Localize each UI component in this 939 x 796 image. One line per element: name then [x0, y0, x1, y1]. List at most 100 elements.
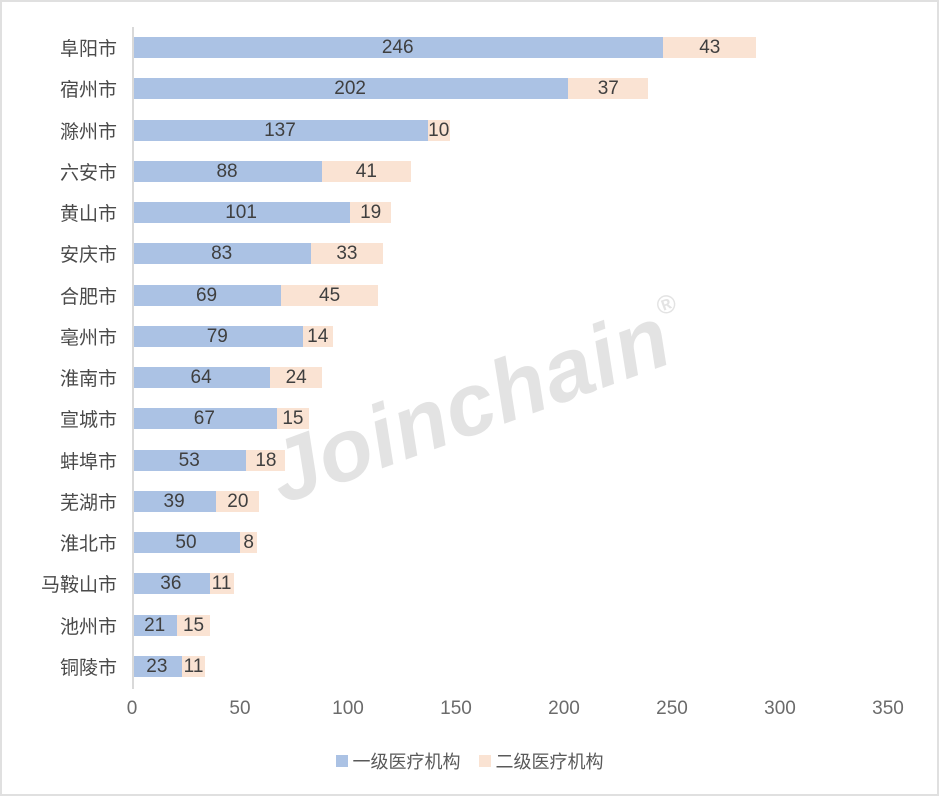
bar-row: 铜陵市 23 11	[2, 646, 892, 687]
bar-track: 83 33	[132, 243, 888, 265]
bar-value-label: 64	[190, 367, 212, 389]
bar-value-label: 50	[175, 532, 197, 554]
x-axis: 0 50 100 150 200 250 300 350	[127, 698, 904, 722]
bar-segment-level1: 69	[132, 284, 282, 306]
bar-row: 马鞍山市 36 11	[2, 563, 892, 604]
category-label: 蚌埠市	[59, 451, 117, 473]
bar-chart-plot-area: 阜阳市 246 43 宿州市 202 37 滁州市 137 10 六安市 88 41 黄山市 101 19 安…	[2, 27, 892, 687]
bar-segment-level1: 67	[132, 408, 277, 430]
bar-value-label: 21	[144, 614, 166, 636]
bar-track: 21 15	[132, 614, 888, 636]
bar-value-label: 69	[195, 284, 218, 306]
bar-segment-level2: 14	[302, 325, 333, 347]
category-label: 池州市	[59, 616, 117, 638]
bar-value-label: 202	[334, 78, 366, 100]
bar-track: 36 11	[132, 573, 888, 595]
bar-segment-level1: 50	[132, 532, 240, 554]
bar-value-label: 246	[381, 37, 414, 59]
bar-row: 合肥市 69 45	[2, 275, 892, 316]
bar-value-label: 41	[355, 160, 377, 182]
x-axis-tick-label: 250	[656, 698, 688, 719]
category-label: 芜湖市	[59, 492, 117, 514]
bar-segment-level1: 101	[132, 202, 351, 224]
bar-value-label: 67	[193, 408, 215, 430]
legend-item: 一级医疗机构	[335, 748, 461, 774]
legend-item: 二级医疗机构	[478, 748, 604, 774]
bar-value-label: 10	[428, 119, 450, 141]
bar-value-label: 53	[178, 449, 200, 471]
bar-track: 64 24	[132, 367, 888, 389]
bar-segment-level2: 20	[216, 490, 260, 512]
bar-value-label: 11	[211, 573, 232, 595]
category-label: 铜陵市	[59, 657, 117, 679]
bar-track: 88 41	[132, 160, 888, 182]
bar-segment-level2: 15	[177, 614, 210, 636]
category-label: 黄山市	[59, 204, 117, 226]
bar-track: 67 15	[132, 408, 888, 430]
category-label: 滁州市	[59, 121, 117, 143]
category-label: 阜阳市	[59, 39, 117, 61]
bar-row: 蚌埠市 53 18	[2, 440, 892, 481]
bar-value-label: 19	[360, 202, 382, 224]
legend: 一级医疗机构 二级医疗机构	[2, 748, 937, 774]
bar-segment-level1: 23	[132, 655, 182, 677]
bar-value-label: 137	[264, 119, 296, 141]
bar-segment-level1: 246	[132, 37, 664, 59]
bar-row: 六安市 88 41	[2, 151, 892, 192]
bar-segment-level2: 33	[311, 243, 383, 265]
legend-swatch-icon	[478, 755, 491, 767]
bar-track: 69 45	[132, 284, 888, 306]
category-label: 亳州市	[59, 327, 117, 349]
bar-segment-level1: 36	[132, 573, 210, 595]
bar-track: 23 11	[132, 655, 888, 677]
category-label: 宣城市	[59, 410, 117, 432]
x-axis-tick-label: 150	[440, 698, 472, 719]
bar-track: 79 14	[132, 325, 888, 347]
bar-value-label: 24	[285, 367, 307, 389]
x-axis-tick-label: 50	[229, 698, 251, 719]
bar-value-label: 23	[146, 655, 168, 677]
bar-segment-level1: 88	[132, 160, 323, 182]
category-label: 淮北市	[59, 534, 117, 556]
bar-row: 黄山市 101 19	[2, 192, 892, 233]
category-label: 安庆市	[59, 245, 117, 267]
bar-value-label: 45	[319, 284, 341, 306]
bar-value-label: 83	[211, 243, 233, 265]
bar-segment-level1: 137	[132, 119, 428, 141]
category-label: 淮南市	[59, 369, 117, 391]
bar-value-label: 33	[336, 243, 358, 265]
y-axis-line	[132, 27, 134, 689]
bar-segment-level1: 202	[132, 78, 569, 100]
bar-segment-level1: 53	[132, 449, 247, 471]
bar-track: 50 8	[132, 532, 888, 554]
bar-row: 淮北市 50 8	[2, 522, 892, 563]
bar-value-label: 43	[699, 37, 721, 59]
bar-segment-level1: 21	[132, 614, 178, 636]
bar-value-label: 88	[216, 160, 238, 182]
bar-value-label: 8	[243, 532, 254, 554]
bar-segment-level1: 39	[132, 490, 217, 512]
bar-value-label: 14	[307, 325, 329, 347]
bar-row: 淮南市 64 24	[2, 357, 892, 398]
bar-value-label: 18	[255, 449, 277, 471]
bar-segment-level2: 37	[568, 78, 649, 100]
bar-segment-level1: 83	[132, 243, 312, 265]
category-label: 宿州市	[59, 80, 117, 102]
bar-row: 宣城市 67 15	[2, 398, 892, 439]
bar-row: 阜阳市 246 43	[2, 27, 892, 68]
bar-value-label: 15	[282, 408, 304, 430]
bar-segment-level2: 10	[427, 119, 450, 141]
bar-segment-level1: 79	[132, 325, 303, 347]
x-axis-tick-label: 200	[548, 698, 580, 719]
bar-value-label: 15	[182, 614, 205, 636]
bar-track: 246 43	[132, 37, 888, 59]
category-label: 马鞍山市	[40, 575, 117, 597]
bar-row: 芜湖市 39 20	[2, 481, 892, 522]
category-label: 六安市	[59, 162, 117, 184]
bar-track: 137 10	[132, 119, 888, 141]
bar-segment-level2: 19	[350, 202, 392, 224]
legend-label: 二级医疗机构	[495, 752, 604, 772]
bar-value-label: 36	[160, 573, 182, 595]
bar-value-label: 101	[225, 202, 257, 224]
